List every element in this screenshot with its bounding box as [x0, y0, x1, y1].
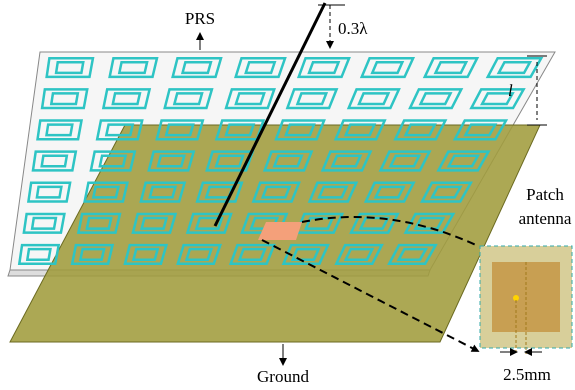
patch-label: Patch [526, 185, 564, 204]
gap-label: l [508, 81, 513, 100]
ground-label: Ground [257, 367, 309, 386]
figure: 0.3λ l PRS Ground Patch antenna 2.5mm [0, 0, 575, 390]
prs-label: PRS [185, 9, 215, 28]
height-label: 0.3λ [338, 19, 368, 38]
offset-label: 2.5mm [503, 365, 551, 384]
antenna-label: antenna [519, 209, 572, 228]
